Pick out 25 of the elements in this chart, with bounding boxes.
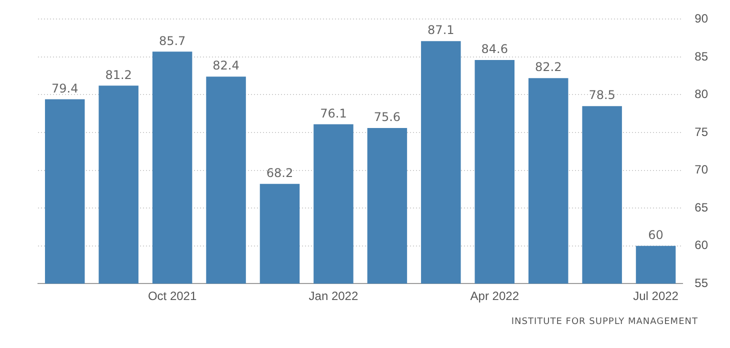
- y-tick-label: 85: [694, 49, 708, 64]
- data-label: 78.5: [588, 88, 616, 102]
- y-tick-label: 75: [694, 124, 708, 139]
- y-tick-label: 60: [694, 238, 708, 252]
- y-tick-label: 90: [694, 12, 708, 26]
- x-tick-label: Jul 2022: [633, 289, 679, 304]
- data-label: 81.2: [105, 68, 132, 82]
- data-label: 84.6: [481, 42, 508, 56]
- data-label: 82.4: [212, 58, 240, 73]
- x-tick-label: Jan 2022: [308, 289, 358, 304]
- data-label: 79.4: [52, 81, 78, 96]
- y-tick-label: 55: [694, 276, 708, 290]
- x-tick-label: Apr 2022: [470, 289, 520, 304]
- data-label: 82.2: [534, 60, 562, 74]
- y-tick-label: 65: [694, 200, 708, 214]
- y-tick-label: 70: [694, 162, 708, 177]
- x-tick-label: Oct 2021: [148, 289, 197, 304]
- data-label: 60: [648, 228, 664, 242]
- y-tick-label: 80: [694, 87, 708, 102]
- data-label: 85.7: [158, 34, 186, 48]
- data-label: 76.1: [320, 106, 347, 120]
- data-label: 87.1: [428, 23, 454, 38]
- text: INSTITUTE FOR SUPPLY MANAGEMENT: [511, 317, 698, 327]
- data-label: 68.2: [266, 166, 294, 180]
- data-label: 75.6: [374, 110, 401, 124]
